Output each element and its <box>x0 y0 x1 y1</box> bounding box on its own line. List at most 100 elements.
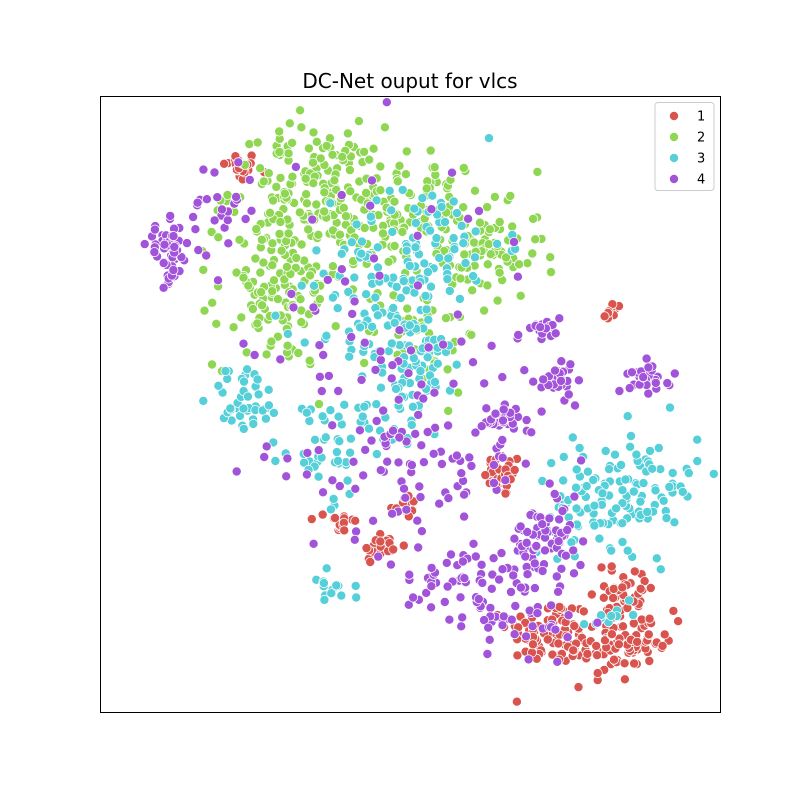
scatter-point <box>611 503 622 514</box>
scatter-point <box>301 469 312 480</box>
scatter-point <box>650 485 661 496</box>
scatter-point <box>261 349 272 360</box>
scatter-point <box>494 267 505 278</box>
scatter-point <box>388 544 399 555</box>
scatter-point <box>348 456 359 467</box>
scatter-point <box>287 137 298 148</box>
scatter-point <box>216 204 227 215</box>
scatter-point <box>600 445 611 456</box>
scatter-point <box>604 464 615 475</box>
scatter-point <box>575 560 586 571</box>
scatter-point <box>355 322 366 333</box>
scatter-point <box>286 288 297 299</box>
scatter-point <box>231 267 242 278</box>
scatter-point <box>532 608 543 619</box>
scatter-point <box>394 160 405 171</box>
scatter-point <box>198 164 209 175</box>
scatter-point <box>255 267 266 278</box>
scatter-point <box>283 228 294 239</box>
scatter-point <box>327 292 338 303</box>
scatter-point <box>453 387 464 398</box>
scatter-point <box>665 402 676 413</box>
scatter-point <box>382 456 393 467</box>
scatter-point <box>379 122 390 133</box>
scatter-point <box>267 238 278 249</box>
scatter-point <box>512 271 523 282</box>
scatter-point <box>294 207 305 218</box>
scatter-point <box>251 224 262 235</box>
scatter-point <box>441 557 452 568</box>
scatter-point <box>259 451 270 462</box>
scatter-point <box>368 253 379 264</box>
scatter-point <box>482 280 493 291</box>
scatter-point <box>281 261 292 272</box>
scatter-point <box>363 423 374 434</box>
scatter-point <box>486 340 497 351</box>
scatter-point <box>346 331 357 342</box>
scatter-point <box>199 305 210 316</box>
scatter-point <box>306 514 317 525</box>
scatter-point <box>556 375 567 386</box>
scatter-point <box>398 276 409 287</box>
scatter-point <box>375 354 386 365</box>
scatter-point <box>263 400 274 411</box>
scatter-point <box>425 225 436 236</box>
scatter-point <box>336 590 347 601</box>
scatter-point <box>279 188 290 199</box>
scatter-point <box>645 445 656 456</box>
scatter-point <box>567 432 578 443</box>
scatter-point <box>425 281 436 292</box>
legend-marker-4 <box>669 173 680 184</box>
scatter-point <box>253 389 264 400</box>
scatter-point <box>488 477 499 488</box>
scatter-point <box>404 260 415 271</box>
scatter-point <box>349 296 360 307</box>
scatter-point <box>594 533 605 544</box>
scatter-point <box>231 466 242 477</box>
scatter-point <box>668 605 679 616</box>
legend-marker-2 <box>669 131 680 142</box>
scatter-point <box>373 551 384 562</box>
scatter-point <box>501 252 512 263</box>
scatter-point <box>514 259 525 270</box>
scatter-point <box>578 536 589 547</box>
scatter-point <box>614 385 625 396</box>
scatter-point <box>448 196 459 207</box>
scatter-point <box>244 174 255 185</box>
scatter-point <box>222 189 233 200</box>
scatter-point <box>401 504 412 515</box>
scatter-point <box>261 441 272 452</box>
scatter-point <box>296 280 307 291</box>
scatter-point <box>317 487 328 498</box>
scatter-point <box>635 583 646 594</box>
scatter-point <box>480 470 491 481</box>
scatter-point <box>483 622 494 633</box>
scatter-point <box>550 328 561 339</box>
scatter-point <box>295 105 306 116</box>
scatter-point <box>281 471 292 482</box>
scatter-point <box>459 249 470 260</box>
scatter-point <box>527 621 538 632</box>
scatter-point <box>296 122 307 133</box>
scatter-point <box>344 351 355 362</box>
scatter-point <box>357 411 368 422</box>
scatter-point <box>257 300 268 311</box>
scatter-point <box>377 228 388 239</box>
scatter-point <box>442 274 453 285</box>
scatter-point <box>617 485 628 496</box>
scatter-point <box>520 458 531 469</box>
scatter-point <box>434 252 445 263</box>
scatter-point <box>459 489 470 500</box>
scatter-point <box>508 570 519 581</box>
scatter-point <box>359 146 370 157</box>
scatter-point <box>460 258 471 269</box>
scatter-point <box>439 597 450 608</box>
scatter-point <box>440 313 451 324</box>
scatter-point <box>250 253 261 264</box>
scatter-point <box>413 542 424 553</box>
scatter-point <box>242 364 253 375</box>
scatter-point <box>319 187 330 198</box>
scatter-point <box>455 273 466 284</box>
scatter-point <box>308 538 319 549</box>
scatter-point <box>309 434 320 445</box>
